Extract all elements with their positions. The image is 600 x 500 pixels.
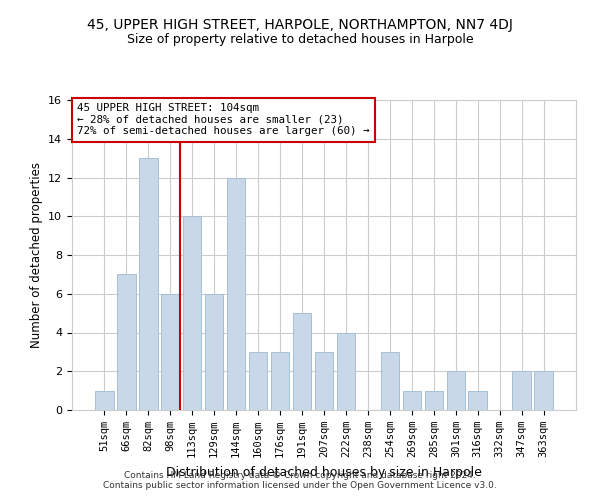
Bar (403, 390, 421, 410)
Bar (512, 371, 531, 410)
Bar (117, 274, 136, 410)
Bar (183, 216, 202, 410)
Bar (205, 294, 223, 410)
X-axis label: Distribution of detached houses by size in Harpole: Distribution of detached houses by size … (166, 466, 482, 478)
Bar (469, 390, 487, 410)
Bar (380, 352, 399, 410)
Bar (271, 352, 289, 410)
Bar (227, 178, 245, 410)
Text: Size of property relative to detached houses in Harpole: Size of property relative to detached ho… (127, 32, 473, 46)
Bar (161, 294, 179, 410)
Bar (249, 352, 268, 410)
Bar (293, 313, 311, 410)
Text: Contains public sector information licensed under the Open Government Licence v3: Contains public sector information licen… (103, 482, 497, 490)
Bar (139, 158, 158, 410)
Text: Contains HM Land Registry data © Crown copyright and database right 2024.: Contains HM Land Registry data © Crown c… (124, 472, 476, 480)
Bar (425, 390, 443, 410)
Bar (95, 390, 113, 410)
Bar (314, 352, 334, 410)
Y-axis label: Number of detached properties: Number of detached properties (29, 162, 43, 348)
Bar (337, 332, 355, 410)
Bar (535, 371, 553, 410)
Text: 45, UPPER HIGH STREET, HARPOLE, NORTHAMPTON, NN7 4DJ: 45, UPPER HIGH STREET, HARPOLE, NORTHAMP… (87, 18, 513, 32)
Bar (446, 371, 465, 410)
Text: 45 UPPER HIGH STREET: 104sqm
← 28% of detached houses are smaller (23)
72% of se: 45 UPPER HIGH STREET: 104sqm ← 28% of de… (77, 103, 370, 136)
